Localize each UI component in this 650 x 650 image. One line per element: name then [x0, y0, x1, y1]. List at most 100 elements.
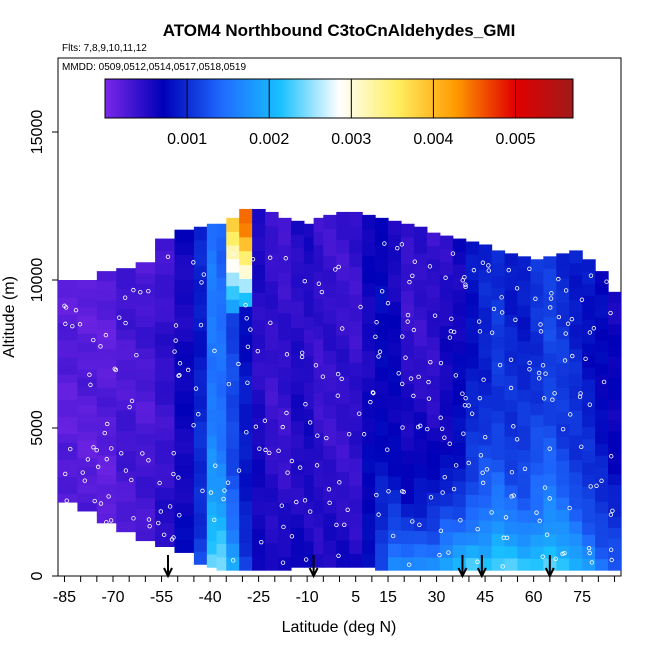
observation-point — [450, 251, 456, 256]
heatmap-cell — [323, 241, 337, 257]
observation-point — [213, 463, 218, 468]
observation-point — [563, 288, 569, 293]
heatmap-cell — [400, 223, 415, 238]
heatmap-cell — [582, 331, 596, 344]
heatmap-cell — [478, 394, 493, 408]
heatmap-cell — [478, 444, 493, 458]
heatmap-cell — [478, 344, 493, 358]
heatmap-cell — [388, 435, 402, 450]
heatmap-cell — [265, 446, 279, 461]
heatmap-cell — [323, 296, 337, 311]
heatmap-cell — [216, 343, 227, 358]
heatmap-cell — [116, 298, 137, 310]
heatmap-cell — [226, 556, 240, 571]
heatmap-cell — [336, 225, 350, 240]
heatmap-cell — [543, 292, 557, 306]
observation-point — [466, 460, 471, 466]
heatmap-cell — [543, 316, 557, 330]
x-tick-label: 60 — [525, 589, 543, 606]
observation-point — [476, 319, 482, 324]
heatmap-cell — [323, 309, 337, 324]
heatmap-cell — [465, 393, 480, 407]
heatmap-cell — [265, 542, 279, 557]
observation-point — [284, 352, 290, 357]
heatmap-cell — [582, 486, 596, 499]
heatmap-cell — [174, 316, 195, 330]
observation-point — [243, 302, 248, 308]
heatmap-cell — [362, 526, 376, 541]
observation-point — [386, 489, 391, 494]
heatmap-cell — [569, 533, 583, 547]
heatmap-cell — [174, 490, 195, 504]
heatmap-cell — [116, 268, 137, 279]
heatmap-cell — [556, 509, 570, 522]
heatmap-cell — [313, 486, 324, 501]
heatmap-cell — [174, 366, 195, 380]
heatmap-cell — [206, 474, 218, 489]
heatmap-cell — [491, 434, 506, 448]
heatmap-cell — [323, 350, 337, 365]
observation-point — [556, 314, 562, 320]
heatmap-cell — [216, 410, 227, 425]
heatmap-cell — [252, 556, 266, 571]
observation-point — [401, 489, 406, 495]
heatmap-cell — [226, 217, 240, 232]
heatmap-cell — [478, 519, 493, 534]
heatmap-cell — [278, 380, 292, 395]
heatmap-cell — [265, 280, 279, 296]
heatmap-cell — [278, 366, 292, 382]
heatmap-cell — [362, 282, 376, 297]
heatmap-cell — [413, 530, 428, 545]
heatmap-cell — [491, 484, 506, 497]
heatmap-cell — [439, 467, 454, 481]
observation-points — [62, 241, 615, 569]
heatmap-cell — [77, 333, 98, 343]
heatmap-cell — [413, 292, 428, 307]
heatmap-cell — [517, 558, 532, 571]
heatmap-cell — [595, 558, 609, 571]
heatmap-cell — [290, 460, 305, 475]
heatmap-cell — [530, 307, 544, 320]
heatmap-cell — [58, 425, 79, 435]
y-tick-label: 10000 — [29, 258, 46, 303]
heatmap-cell — [517, 304, 532, 318]
observation-point — [326, 487, 332, 492]
heatmap-cell — [155, 463, 176, 476]
heatmap-cell — [174, 378, 195, 392]
observation-point — [171, 471, 176, 477]
heatmap-cell — [375, 285, 389, 300]
heatmap-cell — [303, 236, 315, 251]
heatmap-cell — [336, 553, 350, 568]
observation-point — [390, 533, 396, 539]
heatmap-cell — [608, 302, 621, 314]
observation-point — [418, 423, 423, 429]
observation-point — [117, 315, 122, 320]
heatmap-cell — [323, 485, 337, 500]
heatmap-cell — [543, 497, 557, 511]
x-tick-label: 75 — [573, 589, 591, 606]
heatmap-cell — [452, 264, 467, 278]
heatmap-cell — [226, 461, 240, 476]
heatmap-cell — [504, 277, 519, 291]
heatmap-cell — [349, 348, 363, 363]
heatmap-cell — [96, 425, 117, 437]
heatmap-cell — [96, 309, 117, 321]
heatmap-cell — [595, 512, 609, 525]
observation-point — [609, 557, 614, 563]
heatmap-cell — [278, 326, 292, 341]
heatmap-cell — [478, 307, 493, 321]
heatmap-cell — [388, 462, 402, 477]
heatmap-cell — [278, 285, 292, 300]
observation-point — [527, 360, 532, 366]
heatmap-cell — [193, 317, 208, 332]
heatmap-cell — [517, 352, 532, 366]
heatmap-cell — [313, 217, 324, 232]
heatmap-cell — [323, 512, 337, 528]
heatmap-cell — [226, 407, 240, 422]
heatmap-cell — [517, 521, 532, 535]
observation-point — [477, 395, 483, 401]
heatmap-cell — [290, 487, 305, 502]
observation-point — [410, 273, 415, 278]
observation-point — [548, 296, 554, 301]
heatmap-cell — [556, 436, 570, 449]
